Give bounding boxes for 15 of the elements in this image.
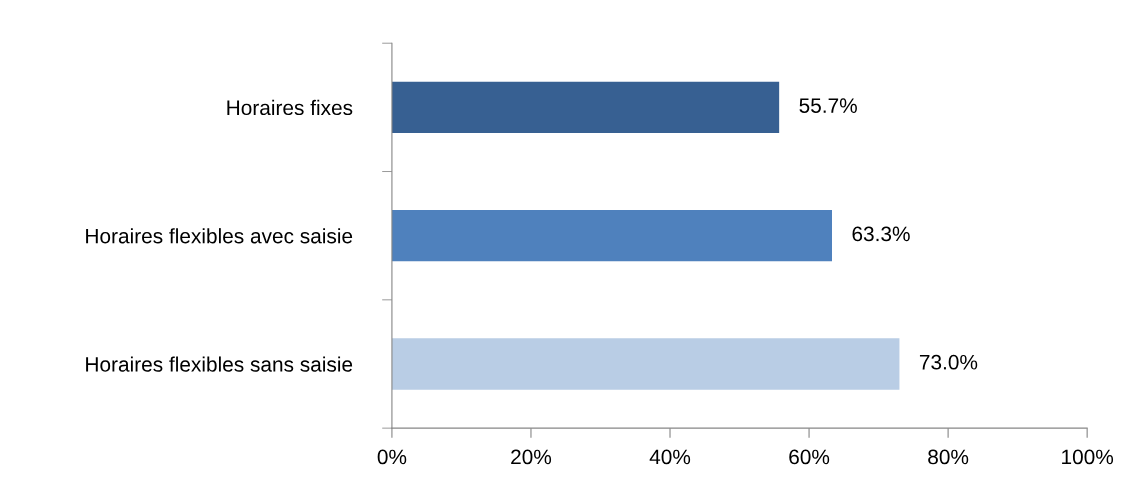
x-tick-label: 40% [649, 449, 691, 465]
data-label: 73.0% [919, 354, 978, 370]
bar [391, 210, 832, 262]
bar [391, 338, 900, 390]
data-label: 55.7% [799, 98, 857, 113]
x-tick-label: 60% [789, 449, 830, 465]
x-tick-label: 20% [511, 449, 552, 465]
x-tick-label: 80% [928, 449, 969, 465]
bar [391, 81, 780, 134]
y-tick-label: Horaires flexibles sans saisie [86, 356, 353, 372]
y-tick-label: Horaires flexibles avec saisie [86, 228, 353, 244]
x-tick-label: 100% [1062, 449, 1114, 465]
y-tick-label: Horaires fixes [227, 99, 353, 116]
x-tick-label: 0% [377, 449, 407, 465]
data-label: 63.3% [852, 226, 910, 242]
